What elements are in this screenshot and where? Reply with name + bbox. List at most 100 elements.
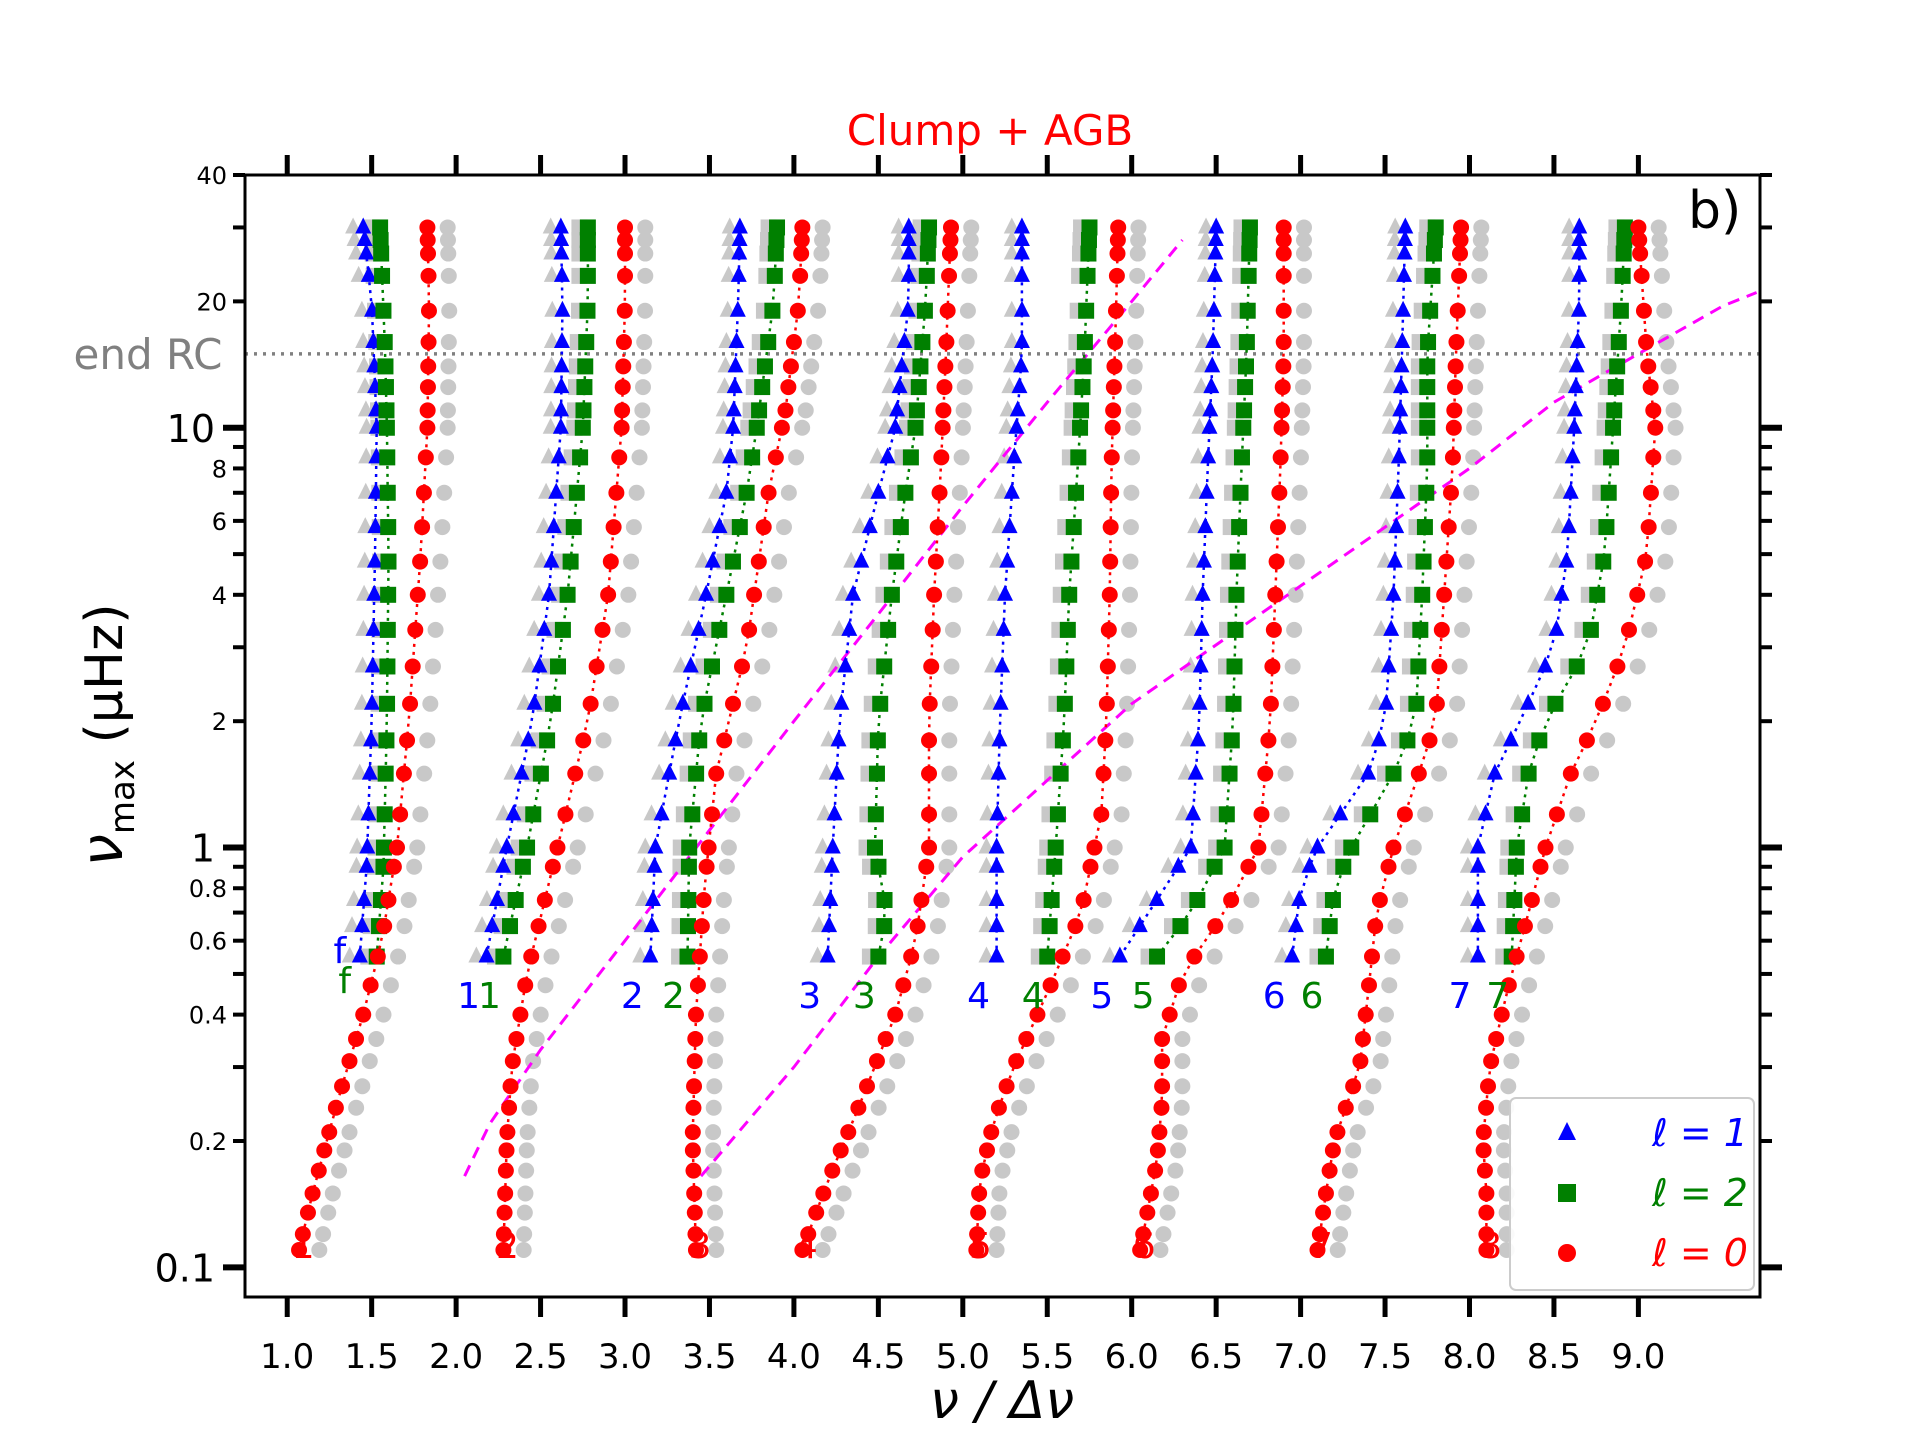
l1-point <box>1197 517 1214 534</box>
grey-model-point <box>797 402 814 419</box>
grey-model-point <box>718 332 735 349</box>
l1-point <box>1396 230 1413 247</box>
grey-model-point <box>897 1030 914 1047</box>
dashed-curve <box>699 291 1758 1178</box>
l2-point <box>910 379 927 396</box>
l2-series-line <box>1156 227 1252 958</box>
l2-mode-label: 1 <box>478 976 501 1017</box>
l1-point <box>1392 377 1409 394</box>
grey-model-point <box>877 417 894 434</box>
l0-point <box>495 1226 512 1243</box>
l2-point <box>1520 765 1537 782</box>
y-minor-tick-label: 20 <box>196 288 227 316</box>
grey-model-point <box>1191 417 1208 434</box>
grey-model-point <box>1295 232 1312 249</box>
l1-point <box>999 551 1016 568</box>
grey-model-point <box>1003 243 1020 260</box>
l0-point <box>1142 1185 1159 1202</box>
grey-model-point <box>986 584 1003 601</box>
grey-model-point <box>1102 858 1119 875</box>
l0-point <box>1154 1030 1171 1047</box>
l2-point <box>696 695 713 712</box>
l1-point <box>1287 916 1304 933</box>
l2-point <box>376 806 393 823</box>
l0-point <box>1260 732 1277 749</box>
l0-point <box>903 948 920 965</box>
l2-point <box>579 302 596 319</box>
l0-point <box>497 1185 514 1202</box>
grey-model-point <box>1152 1241 1169 1258</box>
l0-point <box>773 419 790 436</box>
l2-point <box>1218 806 1235 823</box>
l2-point <box>554 621 571 638</box>
l2-point <box>1228 586 1245 603</box>
grey-model-point <box>707 1226 724 1243</box>
l2-point <box>1418 484 1435 501</box>
l2-point <box>876 918 893 935</box>
l2-point <box>1225 695 1242 712</box>
grey-model-point <box>745 695 762 712</box>
grey-model-point <box>834 584 851 601</box>
grey-model-point <box>1038 1030 1055 1047</box>
l1-point <box>1562 482 1579 499</box>
l0-point <box>385 858 402 875</box>
l1-point <box>879 447 896 464</box>
grey-model-point <box>820 730 837 747</box>
x-axis: 1.0 1.5 2.0 2.5 3.0 3.5 4.0 4.5 5.0 5.5 6.0 6.5 7.0 7… <box>260 155 1665 1377</box>
l0-point <box>389 839 406 856</box>
l1-point <box>853 551 870 568</box>
l0-point <box>939 302 956 319</box>
grey-model-point <box>1349 1124 1366 1141</box>
grey-model-point <box>1538 619 1555 636</box>
l2-point <box>1426 232 1443 249</box>
grey-model-point <box>1381 977 1398 994</box>
grey-model-point <box>994 1162 1011 1179</box>
l1-point <box>1571 265 1588 282</box>
grey-model-point <box>956 379 973 396</box>
legend-square-marker <box>1558 1184 1576 1202</box>
l1-point <box>1189 730 1206 747</box>
l2-point <box>1237 379 1254 396</box>
l2-point <box>679 918 696 935</box>
l1-point <box>682 656 699 673</box>
l0-point <box>1275 302 1292 319</box>
l1-point <box>1284 946 1301 963</box>
l0-point <box>417 449 434 466</box>
grey-model-point <box>474 916 491 933</box>
l0-point <box>935 402 952 419</box>
l2-point <box>578 334 595 351</box>
l0-point <box>936 379 953 396</box>
grey-model-point <box>1087 918 1104 935</box>
l0-point <box>502 1078 519 1095</box>
l0-point <box>1067 918 1084 935</box>
l1-point <box>505 804 522 821</box>
grey-model-point <box>1459 890 1476 907</box>
l0-point <box>926 586 943 603</box>
l2-point <box>1216 839 1233 856</box>
grey-model-point <box>538 482 555 499</box>
grey-model-point <box>889 300 906 317</box>
l2-point <box>876 658 893 675</box>
l1-point <box>1566 417 1583 434</box>
grey-model-point <box>717 356 734 373</box>
grey-model-point <box>1653 267 1670 284</box>
grey-model-point <box>1382 400 1399 417</box>
grey-model-point <box>890 243 907 260</box>
l0-point <box>924 621 941 638</box>
y-major-tick-label: 10 <box>167 407 215 451</box>
l0-point <box>1548 806 1565 823</box>
grey-model-point <box>794 419 811 436</box>
l2-point <box>1076 334 1093 351</box>
l2-point <box>1063 553 1080 570</box>
l0-point <box>1516 918 1533 935</box>
grey-model-point <box>1365 1078 1382 1095</box>
x-tick-label: 1.0 <box>260 1337 314 1377</box>
l0-point <box>824 1162 841 1179</box>
l0-point <box>687 1030 704 1047</box>
grey-model-point <box>1496 1124 1513 1141</box>
grey-model-point <box>989 1226 1006 1243</box>
grey-model-point <box>400 892 417 909</box>
grey-model-point <box>354 656 371 673</box>
grey-model-point <box>870 1099 887 1116</box>
grey-model-point <box>530 584 547 601</box>
